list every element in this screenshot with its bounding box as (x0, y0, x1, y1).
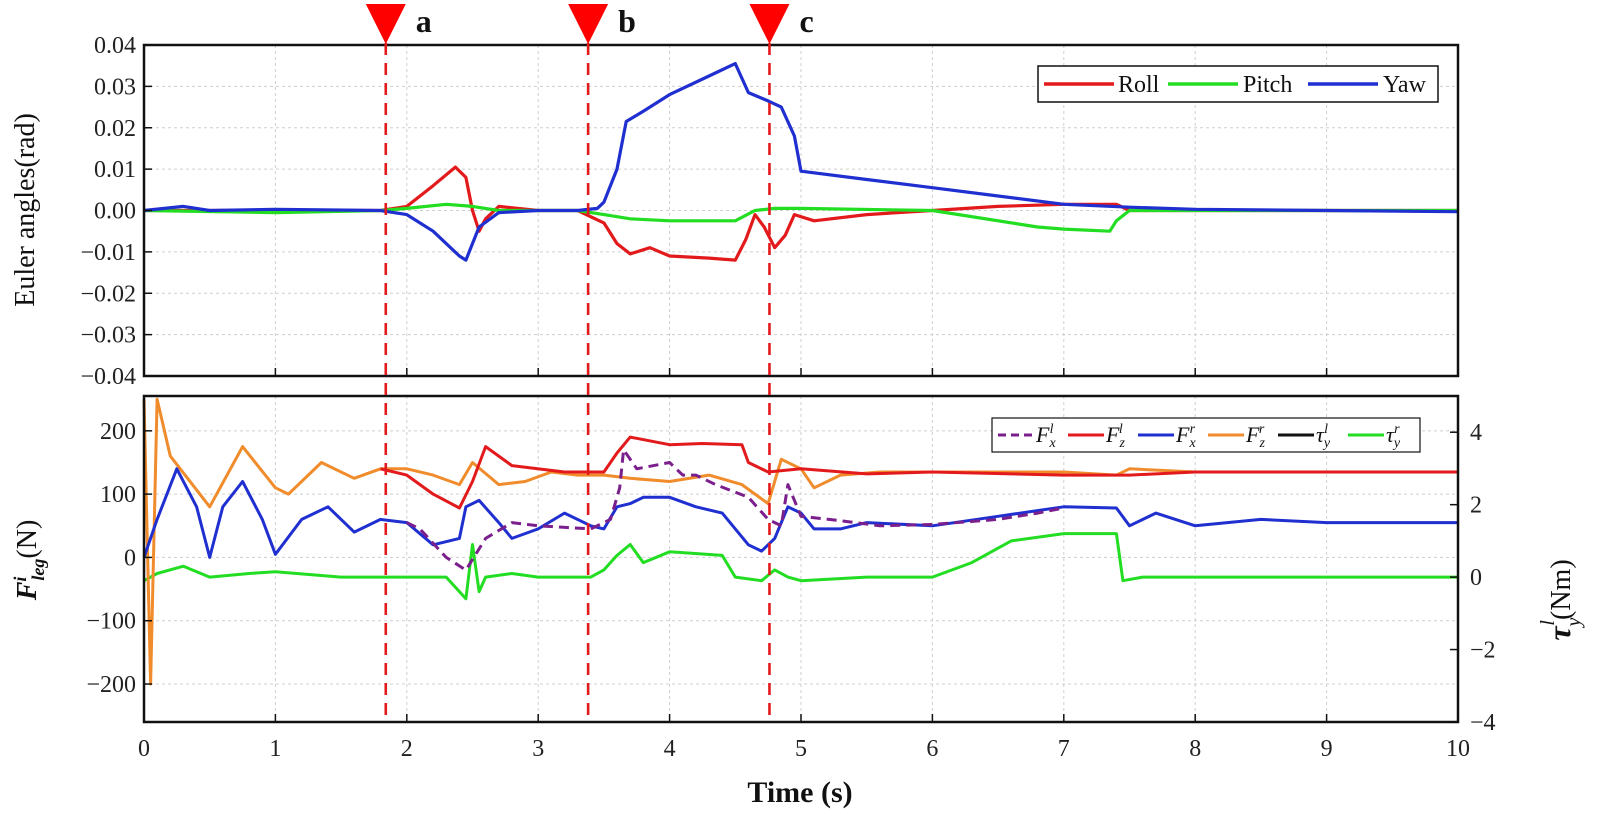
top-y-tick-label: 0.04 (94, 33, 136, 59)
legend-f-z-l-label: Fzl (1105, 422, 1125, 451)
bottom-right-y-tick-label: 0 (1470, 565, 1482, 591)
legend-tau-y-r-label: τyr (1386, 422, 1401, 451)
x-tick-label: 7 (1058, 736, 1070, 762)
top-y-tick-label: 0.01 (94, 157, 136, 183)
bottom-y-tick-label: 100 (100, 482, 136, 508)
series-f-x-l-line (406, 448, 1065, 572)
bottom-right-y-tick-label: −4 (1470, 710, 1496, 736)
top-y-tick-label: 0.00 (94, 199, 136, 225)
marker-b-label: b (618, 3, 636, 39)
top-y-tick-label: −0.02 (80, 281, 136, 307)
series-tau-y-r-line (143, 532, 1458, 601)
bottom-y-ticks-right: 4 2 0 −2 −4 (1450, 420, 1496, 736)
bottom-right-y-tick-label: 4 (1470, 420, 1482, 446)
bottom-right-y-tick-label: −2 (1470, 638, 1496, 664)
bottom-series (142, 397, 1458, 686)
bottom-right-y-tick-label: 2 (1470, 493, 1482, 519)
top-legend: Roll Pitch Yaw (1037, 65, 1439, 103)
marker-b-triangle (568, 4, 609, 44)
legend-f-x-l-label: Fxl (1035, 422, 1056, 451)
legend-yaw-label: Yaw (1383, 72, 1427, 98)
bottom-y-tick-label: 0 (124, 545, 136, 571)
series-pitch-line (143, 202, 1458, 233)
top-y-tick-label: −0.03 (80, 323, 136, 349)
bottom-y-ticks: 200 100 0 −100 −200 (86, 419, 152, 698)
x-tick-label: 4 (664, 736, 676, 762)
x-tick-label: 2 (401, 736, 413, 762)
legend-tau-y-l-label: τyl (1316, 422, 1331, 451)
x-tick-label: 8 (1189, 736, 1201, 762)
x-axis-title: Time (s) (747, 776, 852, 809)
legend-roll-label: Roll (1118, 72, 1160, 98)
series-f-z-l-line (380, 435, 1458, 510)
bottom-y-axis-title: Fileg(N) (10, 520, 48, 602)
legend-f-z-r-label: Fzr (1245, 422, 1265, 451)
x-tick-label: 9 (1321, 736, 1333, 762)
series-yaw-line (143, 61, 1459, 262)
bottom-y-tick-label: 200 (100, 419, 136, 445)
x-tick-label: 5 (795, 736, 807, 762)
top-y-tick-label: 0.02 (94, 116, 136, 142)
x-tick-label: 6 (926, 736, 938, 762)
bottom-y-tick-label: −100 (86, 609, 136, 635)
bottom-legend: Fxl Fzl Fxr Fzr τyl τyr (991, 417, 1421, 453)
bottom-y-tick-label: −200 (86, 672, 136, 698)
marker-a-label: a (416, 3, 432, 39)
top-y-tick-label: −0.01 (80, 240, 136, 266)
marker-c-label: c (799, 3, 813, 39)
marker-a-triangle (365, 4, 406, 44)
top-y-ticks: 0.04 0.03 0.02 0.01 0.00 −0.01 −0.02 −0.03 −0.04 (80, 33, 152, 390)
legend-pitch-label: Pitch (1243, 72, 1292, 98)
top-panel: 0.04 0.03 0.02 0.01 0.00 −0.01 −0.02 −0.03 −0.04… (10, 33, 1460, 390)
top-series (143, 61, 1459, 262)
series-roll-line (144, 165, 1458, 262)
event-markers: a b c (365, 3, 814, 722)
top-y-axis-title: Euler angles(rad) (10, 113, 41, 307)
bottom-x-ticks: 0 1 2 3 4 5 6 7 8 9 10 (138, 714, 1470, 762)
marker-c-triangle (749, 4, 790, 44)
bottom-right-y-axis-title: τyl(Nm) (1537, 559, 1585, 640)
bottom-panel: 200 100 0 −100 −200 4 2 0 −2 −4 0 1 2 3 4 5 6 7 8 9 10 Fil… (10, 394, 1585, 809)
x-tick-label: 0 (138, 736, 150, 762)
top-y-tick-label: −0.04 (80, 364, 136, 390)
top-y-tick-label: 0.03 (94, 74, 136, 100)
legend-f-x-r-label: Fxr (1175, 422, 1196, 451)
x-tick-label: 1 (269, 736, 281, 762)
x-tick-label: 10 (1446, 736, 1470, 762)
x-tick-label: 3 (532, 736, 544, 762)
